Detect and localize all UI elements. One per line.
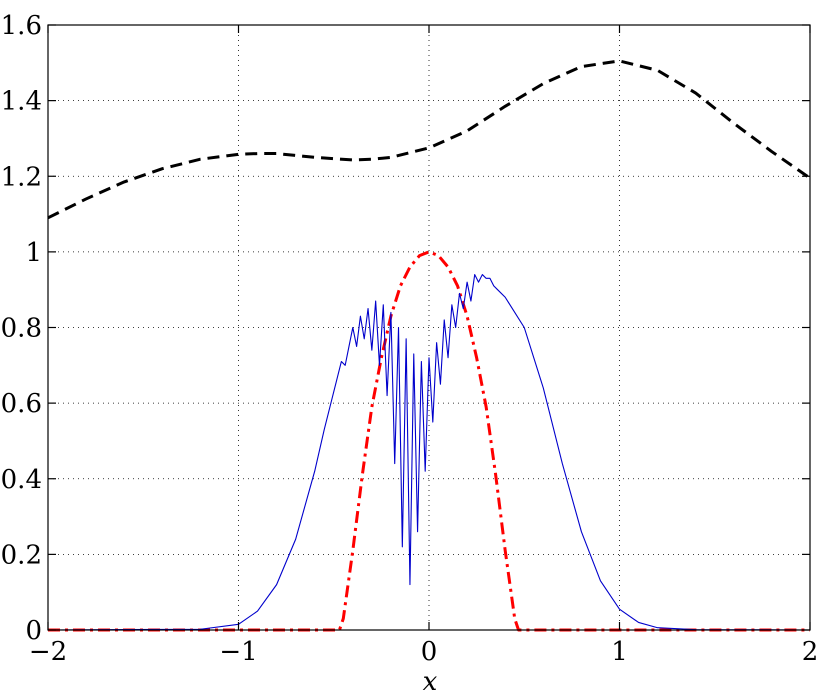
x-tick-label: −2: [29, 637, 67, 667]
series-line-dashed: [47, 59, 811, 220]
y-tick-label: 1: [25, 238, 42, 268]
x-tick-label: −1: [219, 637, 257, 667]
series-lines: [47, 59, 811, 632]
x-tick-label: 2: [802, 637, 819, 667]
y-tick-label: 0: [25, 616, 42, 646]
x-tick-labels: −2 −1 0 1 2: [29, 637, 818, 667]
x-tick-label: 1: [611, 637, 628, 667]
axis-ticks: [47, 24, 811, 631]
series-line-dashdot: [48, 250, 810, 632]
y-tick-label: 0.8: [1, 314, 42, 344]
y-tick-label: 0.6: [1, 389, 42, 419]
y-tick-label: 1.2: [1, 162, 42, 192]
y-tick-label: 0.2: [1, 540, 42, 570]
series-line-solid: [47, 274, 811, 631]
x-axis-label: x: [423, 667, 438, 695]
y-tick-label: 1.6: [1, 11, 42, 41]
grid-lines: [48, 25, 810, 630]
y-tick-label: 1.4: [1, 87, 42, 117]
x-tick-label: 0: [421, 637, 438, 667]
y-tick-label: 0.4: [1, 465, 42, 495]
y-tick-labels: 0 0.2 0.4 0.6 0.8 1 1.2 1.4 1.6: [1, 11, 42, 646]
